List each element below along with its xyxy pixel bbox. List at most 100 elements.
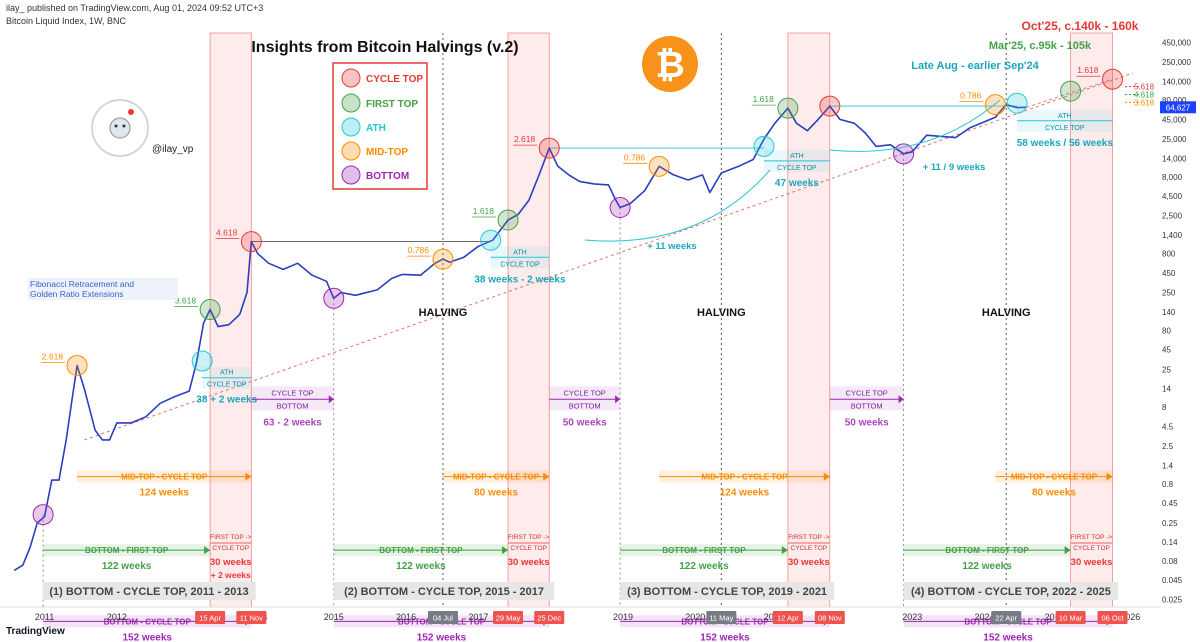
- curve-arrow-1: [584, 169, 771, 242]
- y-tick-25: 0.25: [1162, 519, 1178, 528]
- bitcoin-logo-icon: ₿: [642, 36, 698, 92]
- x-badge-0: 15 Apr: [199, 614, 221, 623]
- legend-label-first-top: FIRST TOP: [366, 99, 418, 110]
- bottom-box-top-1: CYCLE TOP: [564, 388, 606, 397]
- y-tick-5: 25,000: [1162, 135, 1187, 144]
- marker-first-top-13: [777, 97, 799, 119]
- bottom-box-weeks-0: 63 - 2 weeks: [263, 417, 322, 428]
- x-badge-6: 12 Apr: [777, 614, 799, 623]
- cycle-title-2: (3) BOTTOM - CYCLE TOP, 2019 - 2021: [627, 586, 827, 598]
- marker-ath-12: [753, 135, 775, 157]
- cycle-title-bg-1: [333, 582, 555, 600]
- marker-ath-2: [191, 350, 213, 372]
- marker-cycle-top-4: [240, 231, 262, 253]
- x-badge-bg-8: [991, 611, 1022, 624]
- fib-note-line1: Fibonacci Retracement and: [30, 279, 134, 289]
- x-partial-1: 026: [1125, 612, 1140, 622]
- ft-box-weeks-3: 30 weeks: [1071, 557, 1113, 568]
- cycle-top-window-3: [1070, 32, 1113, 608]
- author-handle: @ilay_vp: [152, 144, 194, 155]
- ath-box-top-1: ATH: [513, 249, 526, 256]
- y-tick-16: 45: [1162, 346, 1171, 355]
- x-tick-0: 2011: [35, 612, 54, 622]
- ft-box-weeks-0: 30 weeks: [210, 557, 252, 568]
- y-tick-14: 140: [1162, 308, 1176, 317]
- y-tick-26: 0.14: [1162, 538, 1178, 547]
- tradingview-logo: TradingView: [6, 626, 65, 637]
- y-tick-19: 8: [1162, 403, 1167, 412]
- fib-note-line2: Golden Ratio Extensions: [30, 289, 124, 299]
- ath-box-weeks-3: 58 weeks / 56 weeks: [1017, 138, 1114, 149]
- marker-mid-top-1: [66, 354, 88, 376]
- x-badge-bg-4: [534, 611, 565, 624]
- y-tick-21: 2.5: [1162, 442, 1174, 451]
- y-tick-29: 0.025: [1162, 596, 1183, 605]
- current-price-bg: [1160, 101, 1196, 114]
- range-arrowhead-4: [204, 546, 211, 555]
- fib-label-1: 2.618: [42, 351, 64, 361]
- range-weeks-8: 152 weeks: [122, 632, 172, 642]
- range-label-4: BOTTOM - FIRST TOP: [85, 546, 169, 555]
- ft-box-l2-0: CYCLE TOP: [212, 545, 249, 552]
- ath-box-top-2: ATH: [790, 153, 803, 160]
- range-label-6: BOTTOM - FIRST TOP: [662, 546, 746, 555]
- range-weeks-6: 122 weeks: [679, 561, 729, 572]
- ath-box-top-0: ATH: [220, 370, 233, 377]
- svg-text:₿: ₿: [655, 44, 684, 85]
- marker-mid-top-6: [432, 248, 454, 270]
- ft-box-l1-3: FIRST TOP ->: [1071, 534, 1112, 541]
- ft-box-l1-1: FIRST TOP ->: [508, 534, 549, 541]
- y-tick-8: 4,500: [1162, 192, 1183, 201]
- range-label-2: MID-TOP - CYCLE TOP: [701, 473, 788, 482]
- ath-box-bottom-0: CYCLE TOP: [207, 382, 247, 389]
- ft-box-l2-2: CYCLE TOP: [791, 545, 828, 552]
- x-tick-4: 2017: [468, 612, 488, 622]
- halving-label-1: HALVING: [697, 307, 746, 319]
- halving-label-2: HALVING: [982, 307, 1031, 319]
- x-badge-bg-1: [236, 611, 267, 624]
- marker-mid-top-11: [648, 155, 670, 177]
- marker-mid-top-16: [984, 94, 1006, 116]
- fib-note-bg: [28, 278, 178, 300]
- x-badge-bg-7: [814, 611, 845, 624]
- x-badge-bg-5: [706, 611, 737, 624]
- fib-label-9: 2.618: [514, 134, 536, 144]
- range-label-7: BOTTOM - FIRST TOP: [945, 546, 1029, 555]
- y-tick-2: 140,000: [1162, 78, 1191, 87]
- ath-box-bottom-2: CYCLE TOP: [777, 165, 817, 172]
- fib-label-8: 1.618: [473, 206, 495, 216]
- halving-label-0: HALVING: [419, 307, 468, 319]
- right-level-0: 5.618: [1134, 83, 1155, 92]
- y-tick-3: 80,000: [1162, 96, 1187, 105]
- marker-bottom-0: [32, 504, 54, 526]
- fib-label-6: 0.786: [408, 245, 430, 255]
- y-tick-20: 4.5: [1162, 422, 1174, 431]
- bottom-box-bottom-0: BOTTOM: [277, 401, 309, 410]
- range-arrowhead-0: [245, 472, 252, 481]
- y-tick-7: 8,000: [1162, 173, 1183, 182]
- bottom-box-weeks-2: 50 weeks: [845, 417, 889, 428]
- ath-box-top-3: ATH: [1058, 113, 1071, 120]
- legend-label-mid-top: MID-TOP: [366, 147, 408, 158]
- cycle-title-bg-3: [903, 582, 1119, 600]
- ft-box-l1-2: FIRST TOP ->: [788, 534, 829, 541]
- y-tick-23: 0.8: [1162, 480, 1174, 489]
- x-badge-5: 11 May: [709, 614, 733, 623]
- fib-note-text: Fibonacci Retracement and Golden Ratio Ex…: [30, 279, 134, 299]
- range-weeks-9: 152 weeks: [417, 632, 467, 642]
- current-price-label: 64,627: [1166, 103, 1191, 112]
- publisher-line: ilay_ published on TradingView.com, Aug …: [6, 3, 264, 13]
- range-label-3: MID-TOP - CYCLE TOP: [1011, 473, 1098, 482]
- x-badge-bg-6: [772, 611, 803, 624]
- bottom-box-arrow-1: [615, 395, 621, 404]
- range-label-8: BOTTOM - CYCLE TOP: [104, 617, 192, 626]
- ft-box-l2-3: CYCLE TOP: [1073, 545, 1110, 552]
- range-weeks-4: 122 weeks: [102, 561, 152, 572]
- ath-box-bottom-1: CYCLE TOP: [500, 261, 540, 268]
- annotations: HALVING HALVING HALVING (1) BOTTOM - CYCLE …: [28, 19, 1139, 600]
- marker-first-top-3: [199, 299, 221, 321]
- chart-title: Insights from Bitcoin Halvings (v.2): [251, 39, 518, 56]
- range-weeks-2: 124 weeks: [720, 488, 770, 499]
- ath-box-weeks-1: 38 weeks - 2 weeks: [474, 274, 566, 285]
